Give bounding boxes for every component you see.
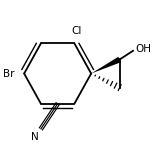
Text: Br: Br [3, 69, 15, 79]
Polygon shape [91, 57, 121, 74]
Text: Cl: Cl [71, 26, 81, 36]
Text: N: N [31, 132, 39, 142]
Text: OH: OH [135, 44, 151, 54]
